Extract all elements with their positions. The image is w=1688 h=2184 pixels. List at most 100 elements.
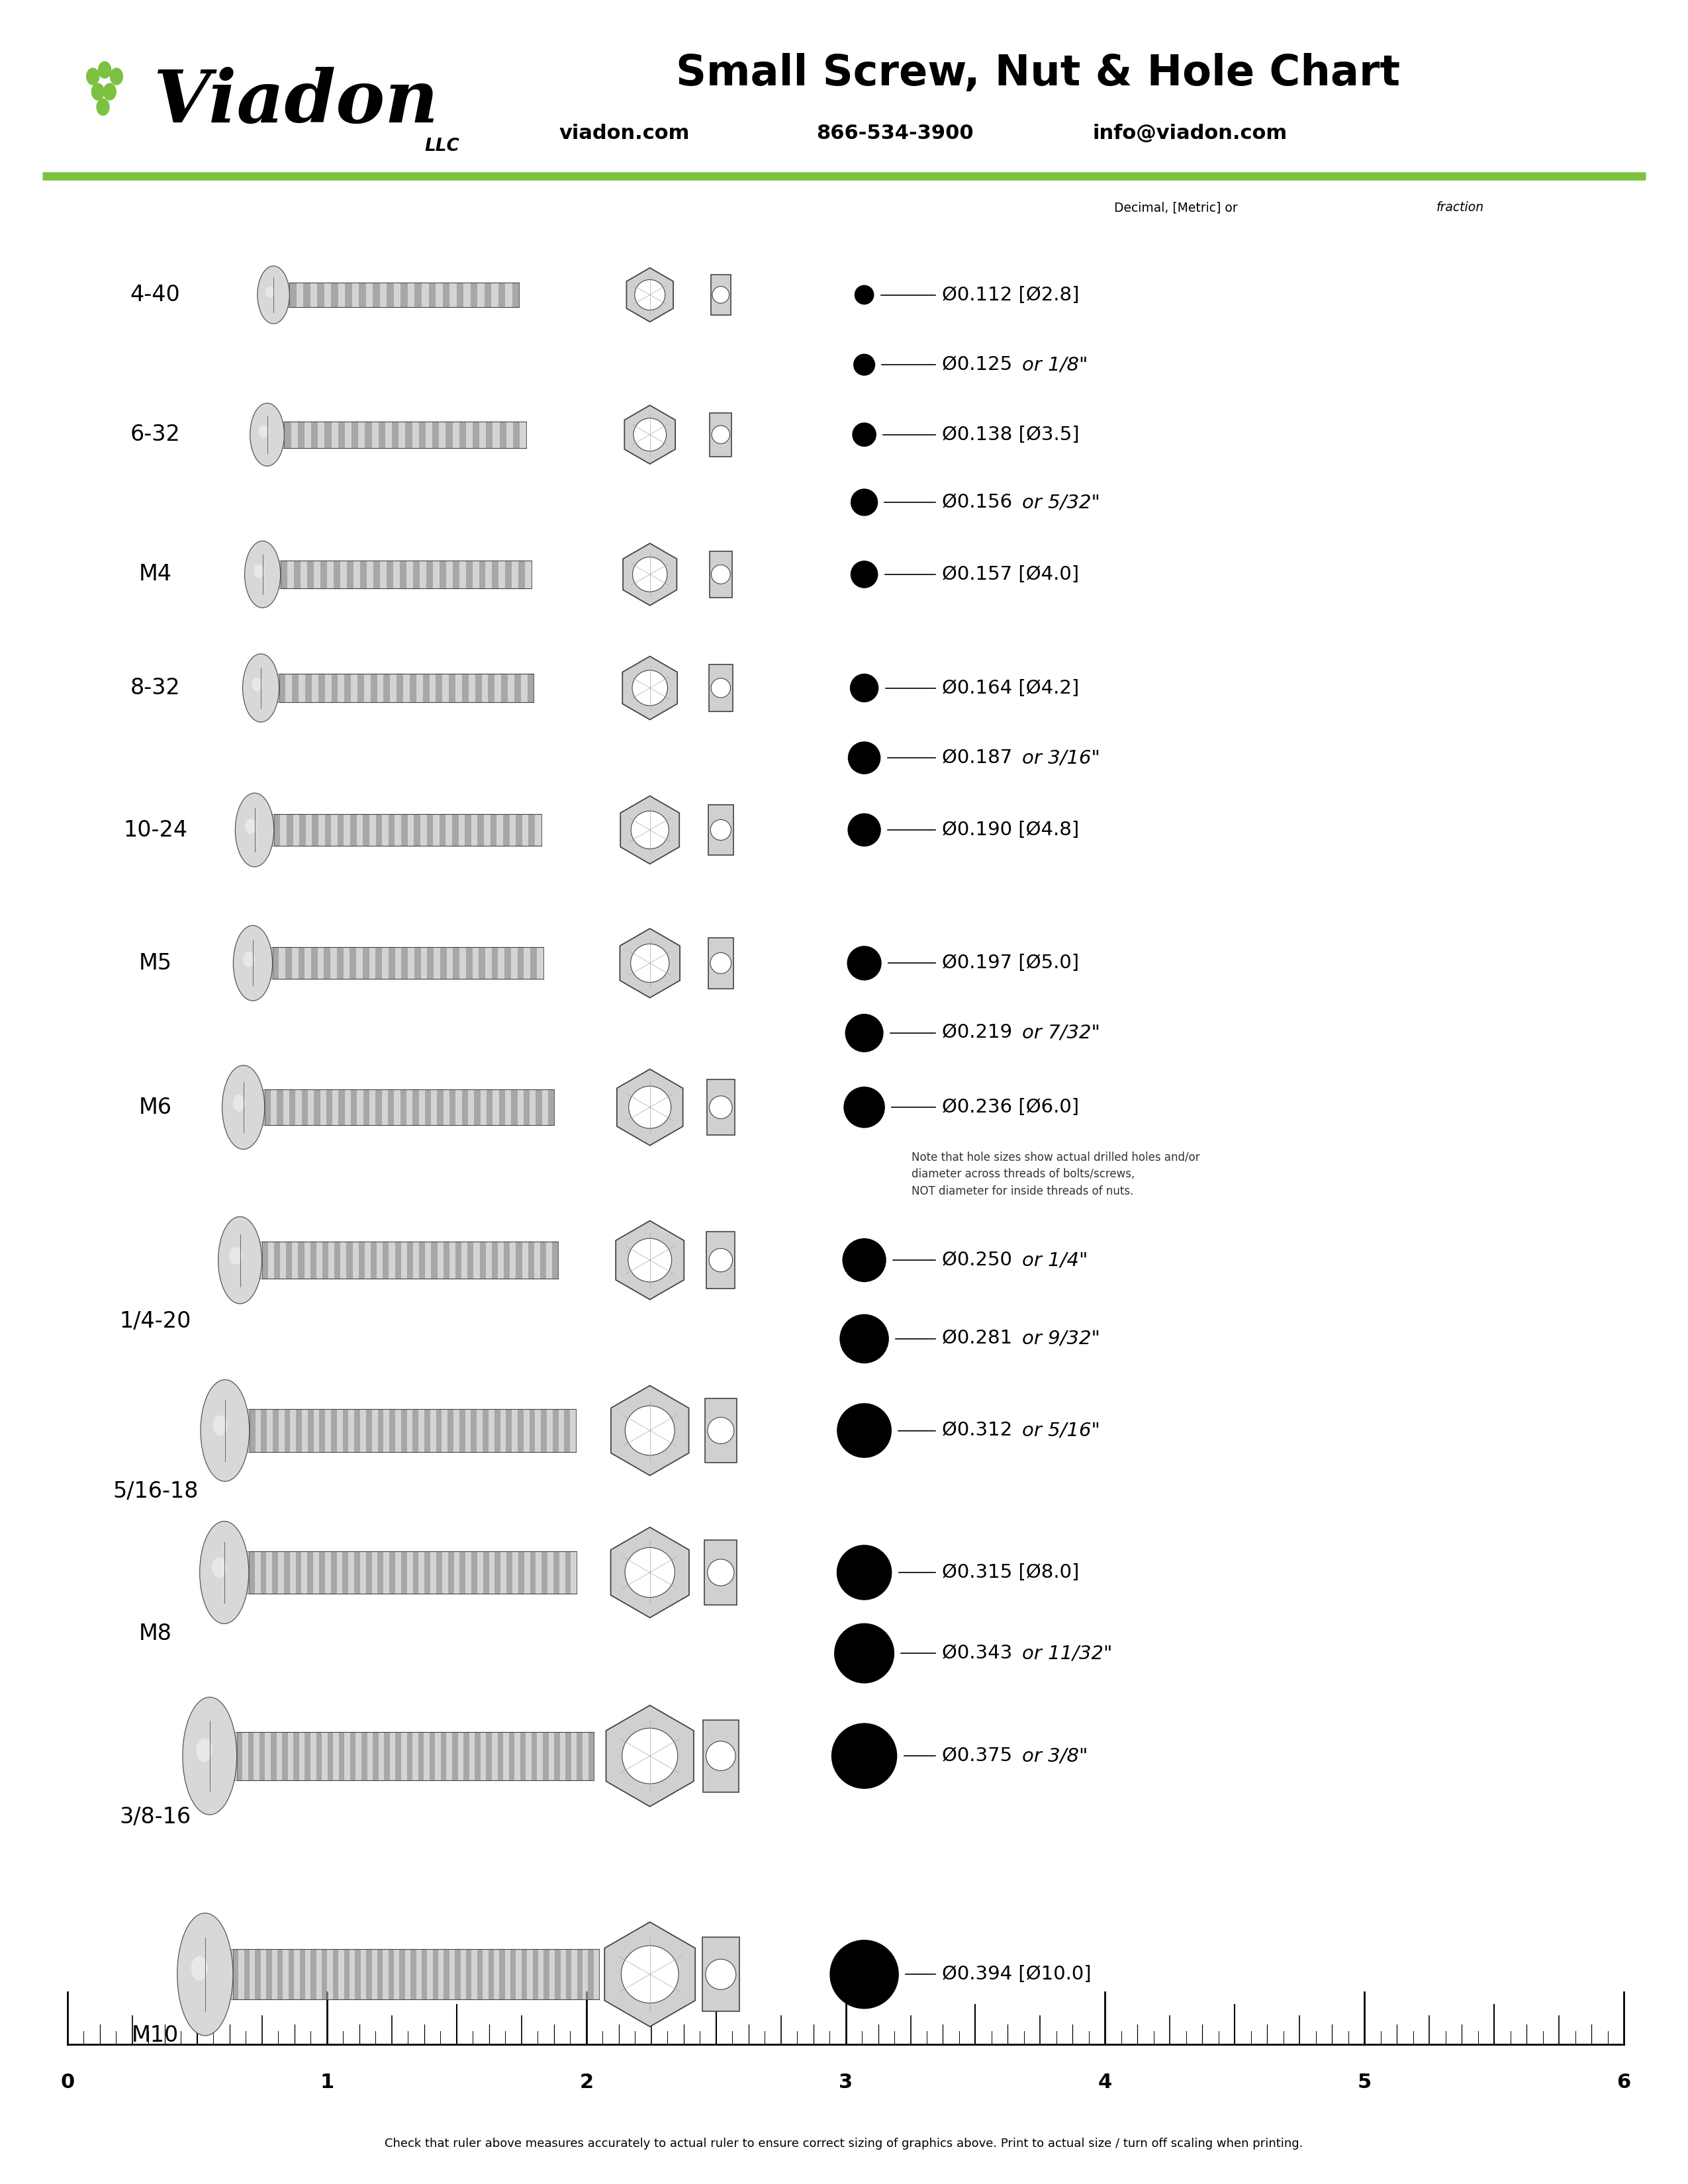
Polygon shape <box>392 422 398 448</box>
Polygon shape <box>294 815 299 845</box>
Polygon shape <box>555 1948 560 2001</box>
Polygon shape <box>474 1243 479 1278</box>
Polygon shape <box>464 1732 469 1780</box>
Polygon shape <box>469 1732 474 1780</box>
Polygon shape <box>338 1948 344 2001</box>
Polygon shape <box>505 948 511 978</box>
Polygon shape <box>306 673 312 703</box>
Polygon shape <box>273 1243 280 1278</box>
Polygon shape <box>501 673 508 703</box>
Text: info@viadon.com: info@viadon.com <box>1092 124 1288 142</box>
Ellipse shape <box>235 793 273 867</box>
Polygon shape <box>459 422 466 448</box>
Polygon shape <box>626 269 674 321</box>
Polygon shape <box>540 1243 547 1278</box>
Polygon shape <box>527 673 533 703</box>
Polygon shape <box>481 673 488 703</box>
Polygon shape <box>405 422 412 448</box>
Polygon shape <box>321 1090 326 1125</box>
Polygon shape <box>454 1551 459 1594</box>
Polygon shape <box>327 561 334 587</box>
Polygon shape <box>253 1732 260 1780</box>
Polygon shape <box>277 1732 282 1780</box>
Polygon shape <box>434 815 439 845</box>
Polygon shape <box>279 948 285 978</box>
Polygon shape <box>503 1243 510 1278</box>
Ellipse shape <box>243 952 255 968</box>
Text: M4: M4 <box>138 563 172 585</box>
Polygon shape <box>522 815 528 845</box>
Polygon shape <box>513 422 520 448</box>
Polygon shape <box>360 1551 366 1594</box>
Polygon shape <box>537 948 544 978</box>
Polygon shape <box>517 1948 522 2001</box>
FancyBboxPatch shape <box>709 664 733 712</box>
FancyBboxPatch shape <box>219 1948 233 2001</box>
Polygon shape <box>388 1948 393 2001</box>
Polygon shape <box>530 948 537 978</box>
Polygon shape <box>537 1732 544 1780</box>
Polygon shape <box>437 1243 444 1278</box>
Polygon shape <box>324 284 331 306</box>
Polygon shape <box>434 948 441 978</box>
Polygon shape <box>311 1243 316 1278</box>
Text: M6: M6 <box>138 1096 172 1118</box>
Polygon shape <box>510 815 517 845</box>
Polygon shape <box>616 1070 684 1144</box>
Ellipse shape <box>182 1697 236 1815</box>
Polygon shape <box>319 1409 326 1452</box>
Polygon shape <box>511 284 520 306</box>
Polygon shape <box>324 948 331 978</box>
Polygon shape <box>302 1551 307 1594</box>
Polygon shape <box>334 1243 341 1278</box>
Polygon shape <box>415 284 422 306</box>
Polygon shape <box>295 1551 302 1594</box>
Polygon shape <box>479 1243 486 1278</box>
Polygon shape <box>311 1948 316 2001</box>
Polygon shape <box>343 948 349 978</box>
Text: 1/4-20: 1/4-20 <box>120 1310 191 1332</box>
Polygon shape <box>528 815 535 845</box>
Polygon shape <box>338 815 344 845</box>
Polygon shape <box>577 1732 582 1780</box>
Polygon shape <box>466 561 473 587</box>
Ellipse shape <box>177 1913 233 2035</box>
Polygon shape <box>255 1409 262 1452</box>
Polygon shape <box>511 1090 517 1125</box>
Text: M8: M8 <box>138 1623 172 1645</box>
Polygon shape <box>473 422 479 448</box>
FancyBboxPatch shape <box>273 815 542 845</box>
Text: 4: 4 <box>1097 2073 1112 2092</box>
Polygon shape <box>430 1409 436 1452</box>
Polygon shape <box>371 1243 376 1278</box>
Polygon shape <box>430 1090 437 1125</box>
Polygon shape <box>459 815 464 845</box>
FancyBboxPatch shape <box>282 282 290 306</box>
Polygon shape <box>436 1551 442 1594</box>
Polygon shape <box>312 673 319 703</box>
Polygon shape <box>388 815 395 845</box>
Polygon shape <box>385 422 392 448</box>
Polygon shape <box>432 1948 439 2001</box>
Polygon shape <box>510 1243 517 1278</box>
Polygon shape <box>383 1409 390 1452</box>
Polygon shape <box>481 1090 486 1125</box>
Polygon shape <box>403 673 410 703</box>
Polygon shape <box>307 1090 314 1125</box>
Polygon shape <box>334 561 339 587</box>
Polygon shape <box>351 1090 358 1125</box>
Text: Ø0.343: Ø0.343 <box>942 1645 1018 1662</box>
Polygon shape <box>380 284 387 306</box>
Polygon shape <box>410 673 417 703</box>
Polygon shape <box>535 1551 542 1594</box>
Polygon shape <box>518 1551 523 1594</box>
Ellipse shape <box>709 1249 733 1271</box>
Polygon shape <box>356 948 363 978</box>
Polygon shape <box>498 948 505 978</box>
Polygon shape <box>616 1221 684 1299</box>
Polygon shape <box>449 284 456 306</box>
Text: 866-534-3900: 866-534-3900 <box>815 124 974 142</box>
Polygon shape <box>422 673 429 703</box>
Polygon shape <box>300 561 307 587</box>
Polygon shape <box>361 1948 366 2001</box>
